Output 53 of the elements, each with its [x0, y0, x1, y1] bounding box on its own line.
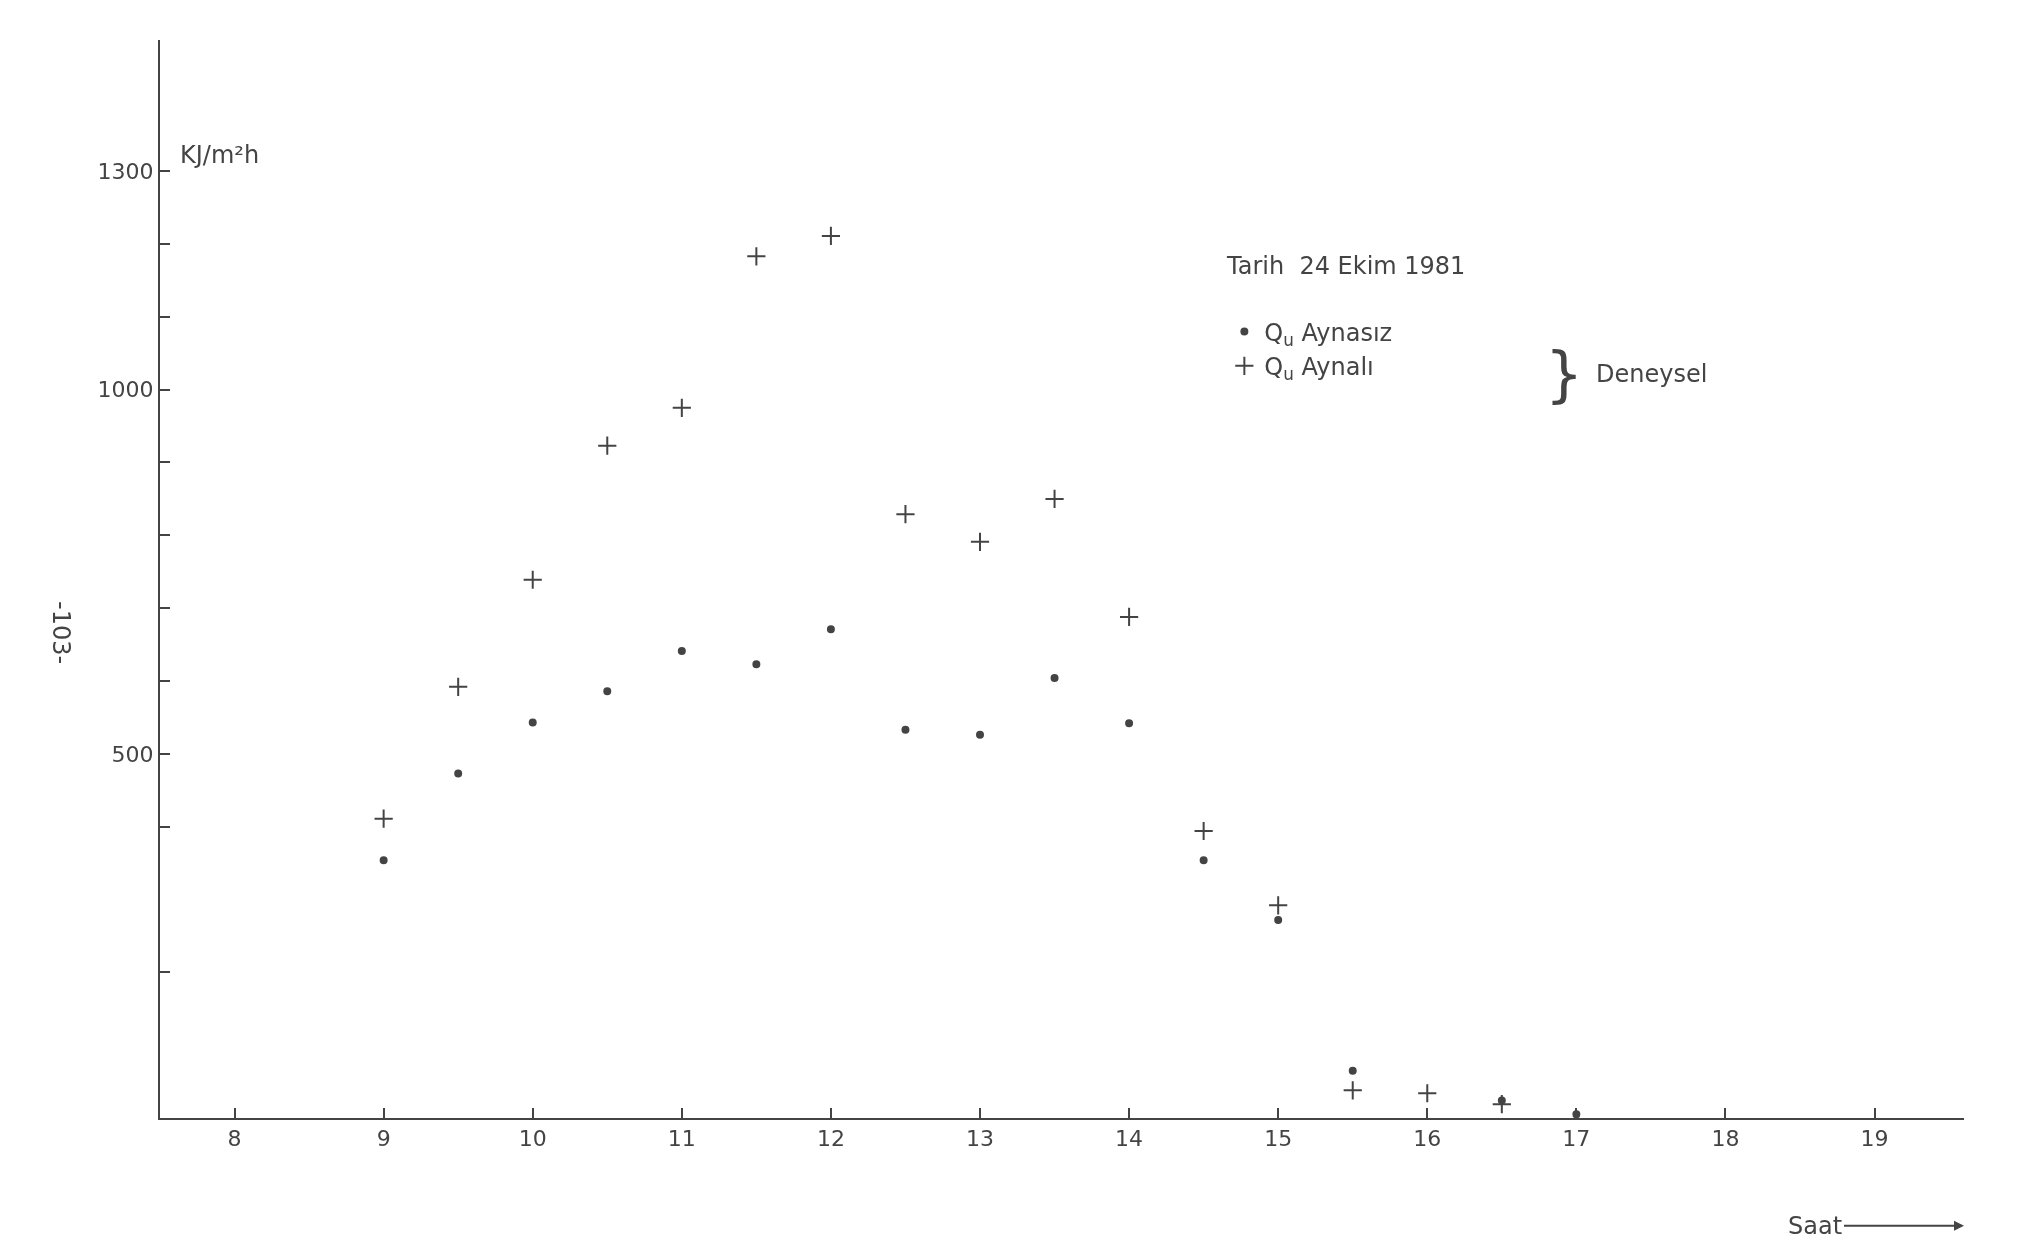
x-tick-label: 13: [966, 1126, 994, 1152]
point: [976, 730, 984, 739]
point: [820, 225, 842, 247]
point: [901, 725, 910, 734]
text: -103-: [46, 601, 75, 665]
point: [1118, 606, 1140, 627]
point: [826, 625, 835, 634]
point: [1193, 820, 1214, 842]
annotation: Tarih 24 Ekim 1981: [1226, 252, 1466, 280]
point: [373, 808, 394, 829]
y-axis-title: KJ/m²h: [180, 141, 260, 169]
y-tick-label: 1300: [97, 158, 154, 184]
point: [1342, 1080, 1363, 1101]
point: [1044, 488, 1065, 509]
point: [522, 569, 543, 590]
point: [1348, 1066, 1357, 1075]
point: [448, 676, 469, 697]
point: [597, 435, 618, 456]
x-tick-label: 16: [1413, 1126, 1442, 1152]
point: [1417, 1083, 1438, 1104]
point: [1050, 674, 1059, 683]
legend-label: Q$_{u}$ Aynasız: [1264, 318, 1393, 350]
point: [454, 769, 463, 778]
x-tick-label: 19: [1860, 1126, 1889, 1152]
point: [746, 246, 767, 267]
x-tick-label: 8: [227, 1126, 242, 1152]
x-tick-label: 11: [667, 1126, 696, 1152]
point: [969, 531, 991, 552]
x-tick-label: 17: [1562, 1126, 1591, 1152]
x-tick-label: 10: [518, 1126, 547, 1152]
point: [528, 718, 537, 727]
point: [1125, 719, 1134, 728]
point: [1274, 915, 1283, 924]
x-tick-label: 15: [1264, 1126, 1293, 1152]
x-tick-label: 12: [816, 1126, 845, 1152]
x-tick-label: 9: [376, 1126, 391, 1152]
y-tick-label: 1000: [97, 377, 154, 403]
point: [677, 647, 686, 656]
point: [895, 504, 916, 525]
point: [603, 687, 612, 696]
x-tick-label: 14: [1115, 1126, 1144, 1152]
legend-label: Q$_{u}$ Aynalı: [1264, 353, 1374, 385]
point: [752, 660, 761, 669]
x-axis-title: Saat: [1788, 1212, 1843, 1240]
y-tick-label: 500: [111, 741, 154, 767]
point: [1491, 1094, 1512, 1115]
point: [1268, 895, 1289, 916]
point: [671, 397, 692, 418]
annotation: }: [1545, 339, 1584, 409]
point: [379, 856, 388, 865]
point: [1199, 856, 1208, 865]
annotation: Deneysel: [1596, 360, 1708, 388]
x-tick-label: 18: [1711, 1126, 1740, 1152]
